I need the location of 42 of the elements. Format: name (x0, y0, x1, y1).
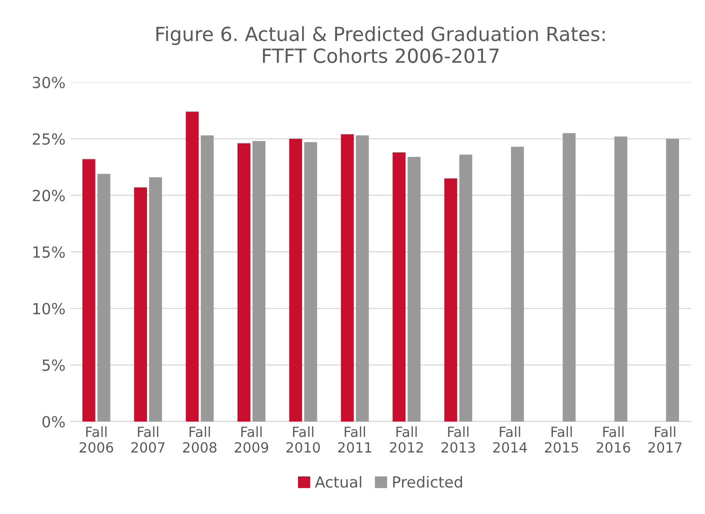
bar (408, 156, 421, 422)
chart-title: Figure 6. Actual & Predicted Graduation Rates: FTFT Cohorts 2006-2017 (156, 26, 605, 64)
y-tick-label: 25% (32, 133, 65, 145)
x-tick-label: Fall 2017 (648, 426, 682, 453)
y-tick-label: 5% (42, 359, 65, 371)
bar (200, 135, 214, 422)
bar (237, 143, 250, 422)
x-tick-label: Fall 2014 (493, 426, 527, 453)
bar (562, 133, 576, 422)
bar (614, 136, 628, 422)
x-tick-label: Fall 2007 (131, 426, 165, 453)
x-tick-label: Fall 2010 (286, 426, 320, 453)
x-tick-label: Fall 2011 (338, 426, 372, 453)
y-tick-label: 15% (33, 246, 65, 258)
x-tick-label: Fall 2016 (596, 426, 630, 453)
y-tick-label: 0% (42, 416, 65, 428)
y-tick-label: 20% (32, 190, 65, 202)
bar (304, 142, 318, 422)
x-tick-label: Fall 2015 (544, 426, 578, 453)
bar (252, 141, 266, 422)
legend-label: Predicted (393, 476, 462, 488)
x-tick-label: Fall 2009 (234, 426, 268, 453)
bar (392, 152, 406, 422)
x-tick-label: Fall 2012 (390, 426, 423, 453)
x-tick-label: Fall 2008 (183, 426, 216, 453)
bar (459, 154, 472, 422)
x-tick-label: Fall 2006 (80, 426, 114, 453)
bar (149, 177, 162, 422)
bar (356, 135, 369, 422)
x-tick-label: Fall 2013 (442, 426, 475, 453)
y-tick-label: 30% (32, 76, 65, 88)
bar (340, 134, 354, 422)
bar (444, 178, 458, 422)
legend-label: Actual (314, 476, 362, 488)
bar (134, 187, 148, 422)
bar (97, 174, 110, 422)
y-tick-label: 10% (33, 302, 65, 314)
bar (666, 138, 680, 422)
bar (289, 138, 302, 422)
bar (510, 146, 524, 422)
bar (82, 159, 96, 422)
bar (186, 112, 199, 422)
